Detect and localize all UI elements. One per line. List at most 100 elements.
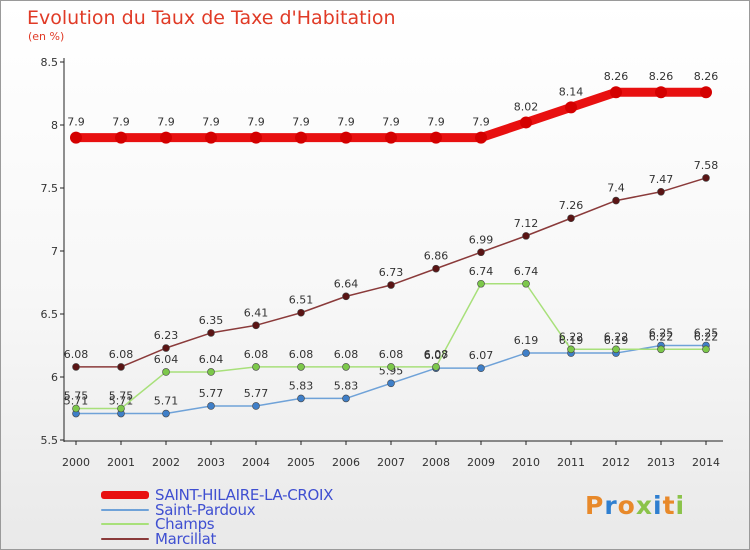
legend-item-saint-hilaire-la-croix: SAINT-HILAIRE-LA-CROIX — [101, 486, 334, 504]
unit-label: (en %) — [28, 30, 65, 43]
legend-item-marcillat: Marcillat — [101, 530, 217, 548]
data-point-champs — [252, 363, 260, 371]
data-point-champs — [702, 345, 710, 354]
y-tick-label: 7 — [51, 245, 58, 258]
x-tick-label: 2002 — [152, 456, 180, 469]
data-label-saint-pardoux: 5.77 — [199, 387, 224, 400]
data-point-marcillat — [477, 248, 485, 257]
data-point-saint-pardoux — [387, 379, 395, 388]
data-label-marcillat: 6.99 — [469, 233, 494, 246]
data-label-marcillat: 7.26 — [559, 199, 584, 212]
data-label-champs: 6.22 — [694, 330, 719, 343]
data-label-champs: 6.04 — [199, 353, 224, 366]
data-point-saint-hilaire-la-croix — [340, 131, 352, 144]
data-point-champs — [162, 368, 170, 376]
legend-label: Champs — [155, 515, 215, 533]
data-label-marcillat: 7.4 — [607, 182, 625, 195]
data-label-saint-hilaire-la-croix: 8.26 — [694, 70, 719, 83]
data-point-marcillat — [567, 214, 575, 223]
data-label-saint-pardoux: 6.25 — [694, 327, 719, 340]
x-tick-label: 2001 — [107, 456, 135, 469]
logo-letter: i — [653, 491, 663, 520]
data-point-champs — [117, 404, 125, 413]
data-label-saint-hilaire-la-croix: 8.26 — [649, 70, 674, 83]
data-label-saint-hilaire-la-croix: 7.9 — [337, 116, 355, 129]
data-label-marcillat: 6.08 — [64, 348, 89, 361]
data-point-saint-hilaire-la-croix — [655, 86, 667, 99]
data-point-marcillat — [117, 363, 125, 371]
data-point-saint-hilaire-la-croix — [700, 86, 712, 99]
data-label-saint-hilaire-la-croix: 7.9 — [472, 116, 490, 129]
data-point-saint-hilaire-la-croix — [520, 116, 532, 129]
data-point-saint-hilaire-la-croix — [295, 131, 307, 144]
data-point-marcillat — [162, 344, 170, 352]
data-label-champs: 6.74 — [514, 265, 539, 278]
data-point-champs — [297, 363, 305, 371]
data-point-champs — [387, 363, 395, 371]
data-label-saint-pardoux: 6.19 — [559, 334, 584, 347]
data-label-marcillat: 6.35 — [199, 314, 224, 327]
logo-letter: P — [585, 491, 605, 520]
data-point-saint-hilaire-la-croix — [70, 131, 82, 144]
data-point-champs — [567, 345, 575, 354]
y-tick-label: 6.5 — [41, 308, 59, 321]
legend-label: Marcillat — [155, 530, 217, 548]
logo-letter: t — [662, 491, 676, 520]
legend-swatch — [101, 523, 149, 525]
data-label-saint-hilaire-la-croix: 7.9 — [112, 116, 130, 129]
data-point-marcillat — [702, 174, 710, 182]
data-point-saint-hilaire-la-croix — [115, 131, 127, 144]
data-point-saint-hilaire-la-croix — [160, 131, 172, 144]
data-point-champs — [522, 279, 530, 288]
logo-letter: r — [604, 491, 618, 520]
data-point-saint-pardoux — [342, 394, 350, 403]
data-label-marcillat: 6.64 — [334, 277, 359, 290]
legend-swatch — [101, 491, 149, 499]
data-label-saint-pardoux: 5.71 — [154, 395, 179, 408]
x-tick-label: 2004 — [242, 456, 270, 469]
y-tick-label: 5.5 — [41, 434, 59, 447]
data-point-marcillat — [612, 196, 620, 205]
y-tick-label: 7.5 — [41, 182, 59, 195]
data-label-marcillat: 6.86 — [424, 250, 449, 263]
x-tick-label: 2013 — [647, 456, 675, 469]
data-label-marcillat: 6.23 — [154, 329, 179, 342]
data-point-champs — [342, 363, 350, 371]
data-point-saint-hilaire-la-croix — [250, 131, 262, 144]
data-point-marcillat — [252, 321, 260, 330]
legend-item-saint-pardoux: Saint-Pardoux — [101, 501, 256, 519]
data-point-saint-pardoux — [477, 364, 485, 372]
data-point-champs — [207, 368, 215, 376]
data-label-saint-pardoux: 5.77 — [244, 387, 269, 400]
proxiti-logo: Proxiti — [585, 491, 685, 520]
data-point-saint-hilaire-la-croix — [430, 131, 442, 144]
data-label-saint-hilaire-la-croix: 7.9 — [67, 116, 85, 129]
data-point-champs — [432, 363, 440, 371]
legend-label: SAINT-HILAIRE-LA-CROIX — [155, 486, 334, 504]
y-tick-label: 6 — [51, 371, 58, 384]
logo-letter: x — [635, 491, 653, 520]
data-label-marcillat: 7.12 — [514, 217, 539, 230]
data-label-saint-hilaire-la-croix: 8.02 — [514, 100, 539, 113]
data-label-saint-pardoux: 6.07 — [424, 349, 449, 362]
data-label-marcillat: 6.51 — [289, 294, 314, 307]
logo-letter: o — [617, 491, 636, 520]
data-label-saint-hilaire-la-croix: 7.9 — [427, 116, 445, 129]
x-tick-label: 2011 — [557, 456, 585, 469]
data-label-saint-pardoux: 5.83 — [334, 379, 359, 392]
y-tick-label: 8 — [51, 119, 58, 132]
data-label-champs: 6.74 — [469, 265, 494, 278]
data-label-champs: 6.22 — [649, 330, 674, 343]
data-label-marcillat: 6.08 — [109, 348, 134, 361]
data-point-saint-pardoux — [252, 402, 260, 410]
data-point-champs — [612, 345, 620, 354]
data-point-saint-hilaire-la-croix — [565, 101, 577, 114]
x-tick-label: 2003 — [197, 456, 225, 469]
data-label-saint-hilaire-la-croix: 8.26 — [604, 70, 629, 83]
data-label-saint-hilaire-la-croix: 8.14 — [559, 85, 584, 98]
y-tick-label: 8.5 — [41, 56, 59, 69]
data-point-marcillat — [297, 308, 305, 317]
data-point-marcillat — [657, 187, 665, 196]
